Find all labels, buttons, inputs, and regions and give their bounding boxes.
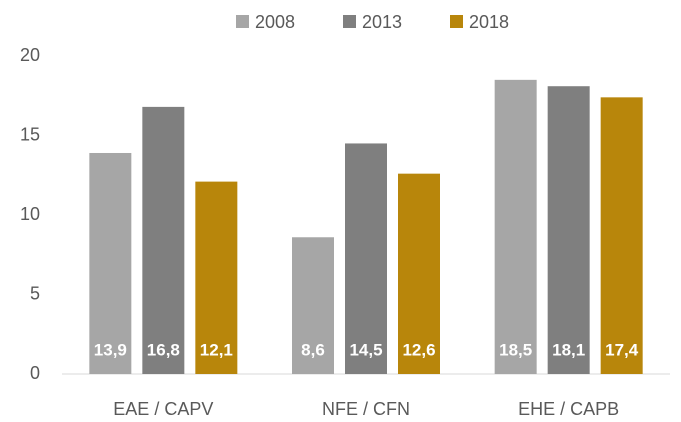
bar	[142, 106, 185, 374]
x-tick-label: EAE / CAPV	[113, 399, 213, 419]
legend-swatch	[450, 15, 463, 28]
value-label: 14,5	[349, 340, 382, 359]
bar	[600, 97, 643, 374]
value-label: 16,8	[147, 340, 180, 359]
legend-swatch	[343, 15, 356, 28]
bar	[494, 79, 537, 374]
y-tick-label: 20	[20, 45, 40, 65]
value-label: 17,4	[605, 340, 639, 359]
x-tick-label: EHE / CAPB	[518, 399, 619, 419]
value-label: 8,6	[301, 340, 325, 359]
legend-swatch	[236, 15, 249, 28]
y-tick-label: 5	[30, 283, 40, 303]
value-label: 12,1	[200, 340, 233, 359]
legend-label: 2008	[255, 12, 295, 32]
legend-label: 2018	[469, 12, 509, 32]
bar	[398, 173, 440, 374]
bar	[89, 152, 132, 374]
value-label: 13,9	[94, 340, 127, 359]
x-tick-label: NFE / CFN	[322, 399, 410, 419]
y-tick-label: 15	[20, 124, 40, 144]
y-tick-label: 0	[30, 363, 40, 383]
bar	[547, 86, 590, 375]
y-tick-label: 10	[20, 204, 40, 224]
value-label: 18,5	[499, 340, 532, 359]
bar	[195, 181, 238, 374]
bar	[292, 237, 334, 374]
value-label: 12,6	[402, 340, 435, 359]
legend-label: 2013	[362, 12, 402, 32]
value-label: 18,1	[552, 340, 585, 359]
bar	[345, 143, 387, 374]
